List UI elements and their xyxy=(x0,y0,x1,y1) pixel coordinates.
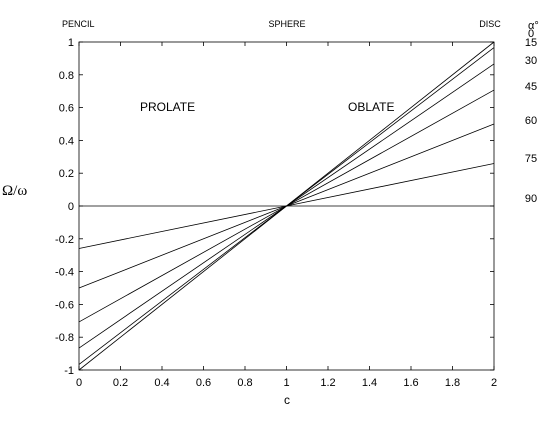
x-tick-label: 0.8 xyxy=(237,377,252,389)
legend-title: α° xyxy=(528,20,539,32)
x-tick-label: 0.4 xyxy=(154,377,169,389)
region-label-oblate: OBLATE xyxy=(348,100,394,114)
x-tick-label: 1.6 xyxy=(403,377,418,389)
y-tick-label: 0.6 xyxy=(59,103,74,115)
y-tick-label: -0.2 xyxy=(55,234,74,246)
y-tick-label: 0.4 xyxy=(59,135,74,147)
alpha-label-60: 60 xyxy=(525,115,537,127)
top-label-disc: DISC xyxy=(479,19,501,29)
y-tick-label: -0.6 xyxy=(55,299,74,311)
y-axis-label: Ω/ω xyxy=(2,183,27,199)
alpha-labels: 015 30 45 60 75 90 xyxy=(525,28,537,205)
y-tick-label: 1 xyxy=(68,37,74,49)
y-tick-label: 0.8 xyxy=(59,70,74,82)
x-axis-label: c xyxy=(284,393,290,407)
x-tick-label: 0.6 xyxy=(196,377,211,389)
alpha-label-30: 30 xyxy=(525,55,537,67)
y-tick-label: -1 xyxy=(64,365,74,377)
y-tick-label: -0.8 xyxy=(55,332,74,344)
x-tick-label: 1 xyxy=(283,377,289,389)
alpha-label-0: 0 xyxy=(528,28,534,40)
x-tick-label: 2 xyxy=(491,377,497,389)
y-tick-label: -0.4 xyxy=(55,267,74,279)
x-tick-label: 1.4 xyxy=(362,377,377,389)
tick-labels: 0 0.2 0.4 0.6 0.8 1 1.2 1.4 1.6 1.8 2 -1 -0.8 -0.6 -0.… xyxy=(55,37,497,389)
y-tick-label: 0.2 xyxy=(59,168,74,180)
series-lines xyxy=(78,41,495,371)
x-tick-label: 0 xyxy=(76,377,82,389)
x-tick-label: 1.8 xyxy=(445,377,460,389)
alpha-label-45: 45 xyxy=(525,81,537,93)
x-tick-label: 0.2 xyxy=(113,377,128,389)
ticks xyxy=(78,41,495,371)
alpha-label-15: 15 xyxy=(525,37,537,49)
x-tick-label: 1.2 xyxy=(320,377,335,389)
top-label-sphere: SPHERE xyxy=(268,19,305,29)
alpha-label-90: 90 xyxy=(525,193,537,205)
y-tick-label: 0 xyxy=(68,201,74,213)
region-label-prolate: PROLATE xyxy=(140,100,195,114)
top-label-pencil: PENCIL xyxy=(62,19,95,29)
alpha-label-75: 75 xyxy=(525,153,537,165)
